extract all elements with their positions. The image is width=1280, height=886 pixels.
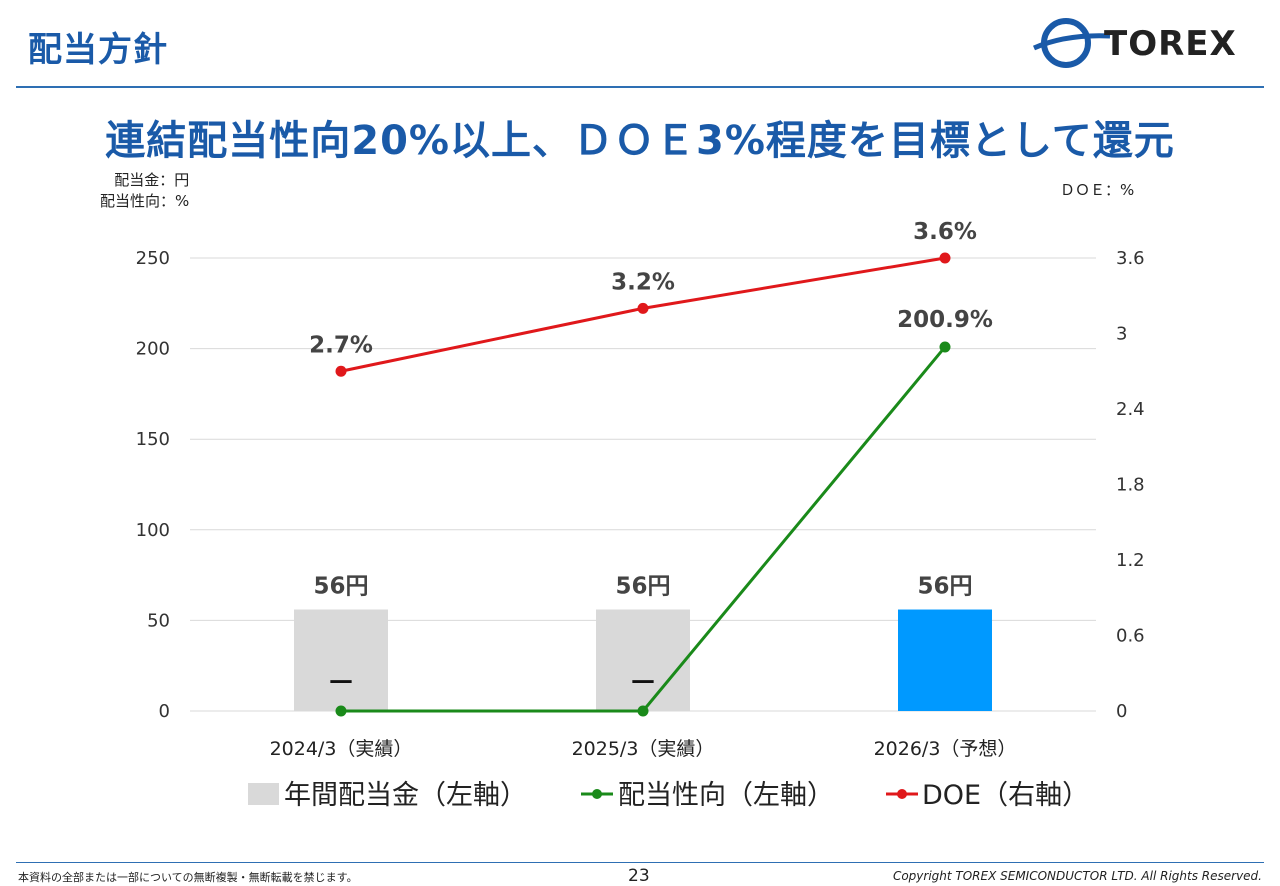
right-axis-tick-label: 1.8 bbox=[1116, 475, 1145, 496]
right-axis-unit: ＤＯＥ：% bbox=[1060, 181, 1135, 199]
legend-label-payout: 配当性向（左軸） bbox=[618, 780, 834, 811]
left-axis-tick-label: 50 bbox=[147, 610, 170, 631]
legend-label-dividend: 年間配当金（左軸） bbox=[284, 780, 527, 811]
dividend-bar bbox=[898, 609, 992, 711]
footer-copyright: Copyright TOREX SEMICONDUCTOR LTD. All R… bbox=[892, 869, 1262, 883]
dividend-data-label: 56円 bbox=[313, 574, 368, 600]
right-axis-tick-label: 0.6 bbox=[1116, 626, 1145, 647]
legend-swatch-dividend bbox=[248, 783, 279, 805]
payout-ratio-label: － bbox=[327, 666, 355, 699]
left-axis-tick-label: 250 bbox=[136, 248, 170, 269]
dividend-bar bbox=[294, 609, 388, 711]
left-axis-tick-label: 0 bbox=[159, 701, 170, 722]
x-axis-tick-label: 2024/3（実績） bbox=[270, 738, 413, 760]
left-axis-unit-payout: 配当性向：% bbox=[100, 192, 190, 210]
x-axis-tick-label: 2025/3（実績） bbox=[572, 738, 715, 760]
left-axis-unit-dividend: 配当金：円 bbox=[114, 171, 190, 189]
legend-label-doe: DOE（右軸） bbox=[922, 780, 1089, 811]
right-axis-tick-label: 3 bbox=[1116, 324, 1127, 345]
right-axis-tick-label: 3.6 bbox=[1116, 248, 1145, 269]
payout-ratio-label: 200.9% bbox=[897, 307, 993, 333]
footer-divider bbox=[16, 862, 1264, 863]
right-axis-tick-label: 0 bbox=[1116, 701, 1127, 722]
doe-point bbox=[335, 365, 347, 377]
payout-ratio-point bbox=[335, 705, 347, 717]
footer-notice: 本資料の全部または一部についての無断複製・無断転載を禁じます。 bbox=[18, 871, 358, 884]
headline: 連結配当性向20%以上、ＤＯＥ3%程度を目標として還元 bbox=[105, 118, 1175, 164]
payout-ratio-point bbox=[637, 705, 649, 717]
left-axis-tick-label: 150 bbox=[136, 429, 170, 450]
dividend-bar bbox=[596, 609, 690, 711]
dividend-data-label: 56円 bbox=[917, 574, 972, 600]
torex-logo: TOREX bbox=[1032, 14, 1252, 72]
dividend-chart: 0 50 100 150 200 250 0 0.6 1.2 1.8 2.4 3 3.6 2024/3（実… bbox=[136, 219, 1145, 811]
left-axis-unit: 配当金：円 配当性向：% bbox=[100, 170, 189, 212]
dividend-data-label: 56円 bbox=[615, 574, 670, 600]
doe-point bbox=[637, 302, 649, 314]
doe-data-label: 3.2% bbox=[611, 269, 675, 295]
doe-data-label: 3.6% bbox=[913, 219, 977, 245]
right-axis-tick-label: 1.2 bbox=[1116, 550, 1145, 571]
legend-swatch-payout-marker bbox=[592, 789, 602, 799]
page-title: 配当方針 bbox=[28, 30, 168, 70]
page-number: 23 bbox=[628, 866, 650, 886]
payout-ratio-point bbox=[939, 341, 951, 353]
left-axis-tick-label: 200 bbox=[136, 339, 170, 360]
legend-swatch-doe-marker bbox=[897, 789, 907, 799]
x-axis-tick-label: 2026/3（予想） bbox=[874, 738, 1017, 760]
logo-ring-icon bbox=[1032, 18, 1111, 68]
left-axis-tick-label: 100 bbox=[136, 520, 170, 541]
payout-ratio-label: － bbox=[629, 666, 657, 699]
header-divider bbox=[16, 86, 1264, 88]
doe-point bbox=[939, 252, 951, 264]
logo-wordmark: TOREX bbox=[1104, 24, 1237, 64]
doe-data-label: 2.7% bbox=[309, 332, 373, 358]
right-axis-tick-label: 2.4 bbox=[1116, 399, 1145, 420]
